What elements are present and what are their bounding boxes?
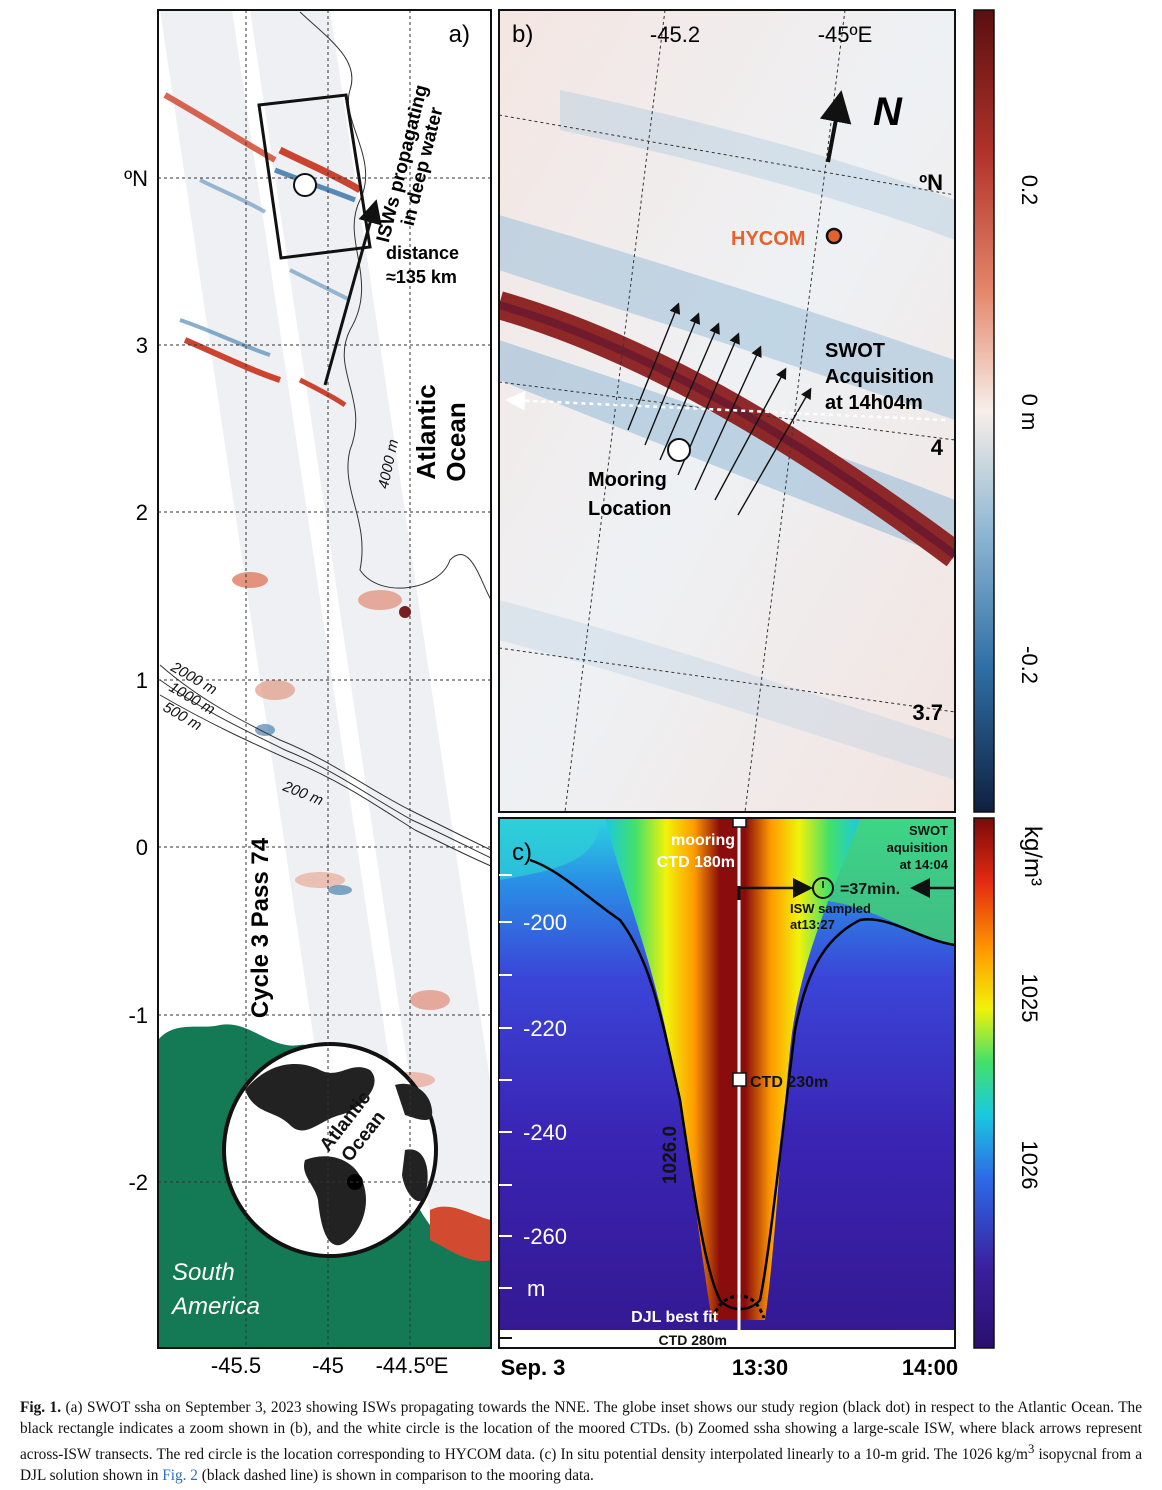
- wave-features: [163, 92, 450, 1088]
- mooring-label-2: Location: [588, 498, 671, 520]
- hycom-label: HYCOM: [731, 228, 805, 250]
- depth-tick: -200: [523, 910, 567, 935]
- panel-a-label: a): [449, 21, 470, 48]
- lon-ticks-a: -45.5 -45 -44.5ºE: [211, 1353, 449, 1378]
- lon-tick-b: -45ºE: [818, 22, 873, 47]
- ctd-280-label: CTD 280m: [659, 1332, 727, 1348]
- isopycnal-label: 1026.0: [660, 1126, 681, 1184]
- swot-c-label-1: SWOT: [909, 823, 948, 838]
- caption-text-2: isopycnal from a DJL solution shown in: [20, 1446, 1142, 1485]
- colorbar-tick: 0.2: [1017, 175, 1042, 206]
- figure-label: Fig. 1.: [20, 1399, 62, 1416]
- isw-sampled-label-1: ISW sampled: [790, 901, 871, 916]
- swot-label-3: at 14h04m: [825, 392, 923, 414]
- annotation-distance-2: ≈135 km: [386, 267, 457, 287]
- time-tick: Sep. 3: [501, 1355, 566, 1380]
- time-tick: 13:30: [732, 1355, 788, 1380]
- depth-tick: -240: [523, 1120, 567, 1145]
- lat-tick: 1: [136, 668, 148, 693]
- lon-tick: -45: [312, 1353, 344, 1378]
- stopwatch-icon: [812, 877, 834, 899]
- isw-sampled-label-2: at13:27: [790, 917, 835, 932]
- caption-text-1: (a) SWOT ssha on September 3, 2023 showi…: [20, 1399, 1142, 1464]
- grid-a: [158, 10, 491, 1348]
- lat-tick: -1: [128, 1003, 148, 1028]
- lon-tick-b: -45.2: [650, 22, 700, 47]
- ocean-label-2: Ocean: [441, 402, 471, 482]
- fig2-link[interactable]: Fig. 2: [162, 1467, 198, 1485]
- colorbar-density: kg/m³ 1025 1026: [973, 817, 1046, 1349]
- panel-b-label: b): [512, 21, 533, 48]
- pass-label: Cycle 3 Pass 74: [247, 837, 274, 1018]
- mooring-circle-b: [667, 438, 691, 462]
- mooring-circle-a: [293, 173, 317, 197]
- north-arrow: [819, 90, 852, 163]
- lat-ticks-a: ºN 3 2 1 0 -1 -2: [124, 166, 148, 1195]
- colorbar-tick: -0.2: [1017, 646, 1042, 684]
- lon-tick: -45.5: [211, 1353, 261, 1378]
- delta-t-label: =37min.: [840, 881, 900, 898]
- colorbar-tick: 1026: [1017, 1141, 1042, 1190]
- lat-tick: 3: [136, 333, 148, 358]
- swath-west: [160, 10, 432, 1348]
- swot-label-1: SWOT: [825, 340, 885, 362]
- djl-label: DJL best fit: [631, 1309, 719, 1326]
- land-label-2: America: [170, 1293, 260, 1320]
- caption-text-3: (black dashed line) is shown in comparis…: [197, 1467, 594, 1485]
- lat-tick-b: 3.7: [912, 700, 943, 725]
- swot-c-label-3: at 14:04: [900, 857, 949, 872]
- swot-label-2: Acquisition: [825, 366, 934, 388]
- hycom-circle: [825, 227, 843, 245]
- time-tick: 14:00: [902, 1355, 958, 1380]
- mooring-label-1: Mooring: [588, 469, 667, 491]
- colorbar-unit: kg/m³: [1019, 826, 1046, 886]
- annotation-distance: distance: [386, 243, 459, 263]
- panel-c-label: c): [512, 839, 532, 866]
- lon-tick: -44.5ºE: [376, 1353, 449, 1378]
- figure-caption: Fig. 1. (a) SWOT ssha on September 3, 20…: [20, 1397, 1142, 1486]
- depth-tick: -260: [523, 1224, 567, 1249]
- ctd-180-label-1: mooring: [671, 832, 735, 849]
- propagation-arrow: [323, 199, 382, 386]
- zoom-rectangle: [257, 93, 372, 260]
- lat-tick: -2: [128, 1170, 148, 1195]
- ctd-230-label: CTD 230m: [750, 1074, 828, 1091]
- panel-b: b) -45.2 -45ºE N ºN 4 3.7 HYCOM SWOT Acq…: [498, 9, 956, 813]
- swot-acquisition-line: [505, 390, 946, 422]
- density-plume: [605, 818, 860, 1320]
- colorbar-ssha: 0.2 0 m -0.2: [973, 9, 1042, 813]
- lat-tick: 0: [136, 835, 148, 860]
- colorbar-tick: 0 m: [1017, 394, 1042, 431]
- panel-a: Atlantic Ocean: [124, 9, 492, 1378]
- swot-c-label-2: aquisition: [887, 840, 948, 855]
- caption-sup: 3: [1027, 1442, 1035, 1456]
- panel-c: c) -200 -220 -240 -260 m Sep. 3 13:30 14…: [498, 817, 958, 1380]
- globe-inset: Atlantic Ocean: [222, 1042, 438, 1258]
- north-label: N: [873, 90, 903, 134]
- ctd-180-label-2: CTD 180m: [657, 854, 735, 871]
- ocean-label: Atlantic: [411, 384, 441, 479]
- lat-tick-b: ºN: [919, 170, 943, 195]
- colorbar-tick: 1025: [1017, 974, 1042, 1023]
- land-label: South: [172, 1259, 235, 1286]
- lat-tick: ºN: [124, 166, 148, 191]
- figure-1: Atlantic Ocean: [124, 9, 1046, 1380]
- depth-unit: m: [527, 1276, 545, 1301]
- lat-tick: 2: [136, 500, 148, 525]
- lat-tick-b: 4: [931, 435, 944, 460]
- depth-tick: -220: [523, 1016, 567, 1041]
